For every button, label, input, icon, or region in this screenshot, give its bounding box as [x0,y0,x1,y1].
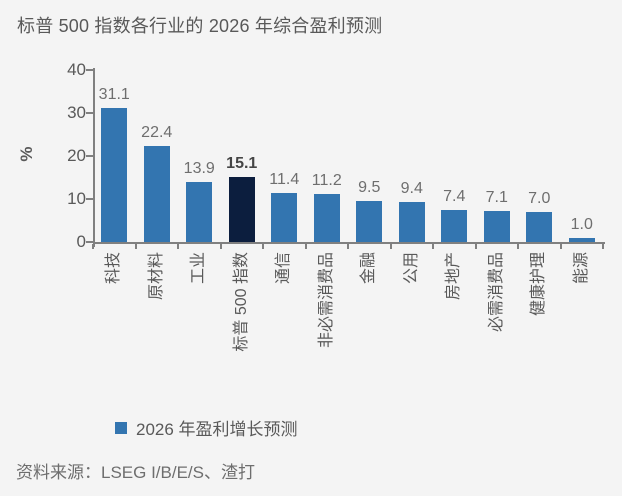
bar-value-label: 9.4 [400,179,423,197]
x-tick-mark [262,244,264,249]
bar-value-label: 31.1 [98,86,130,104]
x-tick-mark [389,244,392,249]
x-axis-label: 金融 [360,252,378,285]
legend: 2026 年盈利增长预测 [115,415,298,440]
y-tick-mark [86,198,93,200]
y-tick-label: 10 [67,189,86,208]
bar [398,201,425,242]
bar [441,210,468,242]
x-axis-label: 房地产 [445,252,463,301]
x-axis-label: 能源 [572,252,590,285]
chart-title: 标普 500 指数各行业的 2026 年综合盈利预测 [17,16,383,36]
x-axis-label: 通信 [275,252,293,285]
y-tick-label: 30 [67,103,86,122]
x-axis-label: 科技 [105,252,123,285]
x-tick-mark [304,244,307,249]
bar-value-label: 9.5 [358,179,381,197]
bar-value-label: 22.4 [141,123,173,141]
x-tick-mark [602,244,604,249]
bar-value-label: 7.0 [528,189,551,207]
bar [356,201,383,242]
bar [228,177,255,242]
bar [568,237,595,242]
bar [101,108,128,242]
bar-value-label: 13.9 [183,160,215,178]
legend-marker [115,421,127,434]
x-tick-mark [474,244,477,249]
x-tick-mark [517,244,519,249]
x-axis-label: 必需消费品 [487,252,505,333]
bar [271,192,298,242]
bar [143,145,170,242]
x-axis-label: 工业 [190,252,208,285]
x-tick-mark [219,244,222,249]
bar [186,182,213,242]
x-tick-mark [177,244,179,249]
y-tick-label: 20 [67,146,86,165]
bar-value-label: 1.0 [570,215,593,233]
legend-label: 2026 年盈利增长预测 [136,420,298,439]
bar [313,193,340,242]
y-tick-label: 0 [76,232,86,251]
y-tick-mark [86,69,93,71]
y-tick-mark [86,155,93,157]
x-axis-label: 公用 [402,252,420,285]
bar [526,211,553,242]
x-tick-mark [134,244,137,249]
x-axis-line [93,242,605,244]
bar-value-label: 15.1 [226,155,258,173]
x-tick-mark [347,244,349,249]
bar-value-label: 11.2 [311,171,342,189]
x-axis-label: 非必需消费品 [317,252,335,349]
x-tick-mark [432,244,434,249]
source-note: 资料来源：LSEG I/B/E/S、渣打 [16,463,255,482]
y-axis-line [93,68,95,247]
x-tick-mark [559,244,562,249]
bar-value-label: 11.4 [269,170,300,188]
x-tick-mark [92,244,94,249]
y-tick-mark [86,241,93,243]
x-axis-label: 标普 500 指数 [232,252,250,352]
bar-value-label: 7.1 [485,189,508,207]
bar-value-label: 7.4 [443,188,466,206]
x-axis-label: 原材料 [147,252,165,301]
bar [483,211,510,242]
x-axis-label: 健康护理 [530,252,548,317]
y-tick-label: 40 [67,60,86,79]
y-tick-mark [86,112,93,114]
